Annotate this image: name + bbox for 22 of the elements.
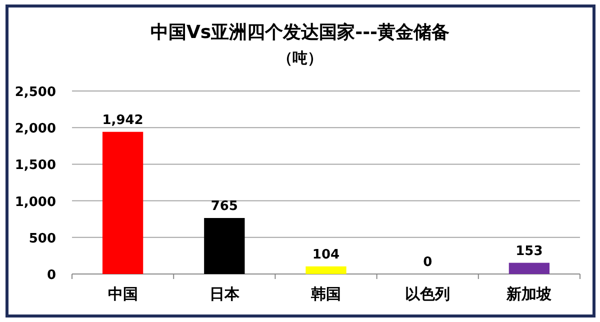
bar [306,266,346,274]
y-tick-label: 500 [28,231,56,246]
data-label: 0 [423,255,432,270]
data-label: 104 [312,247,340,262]
data-label: 153 [516,244,543,259]
x-tick-label: 日本 [209,285,240,303]
chart-title: 中国Vs亚洲四个发达国家---黄金储备 [150,22,450,43]
bar [204,218,245,274]
bar [508,262,550,274]
y-tick-label: 1,000 [14,194,56,210]
x-tick-label: 新加坡 [506,285,553,303]
x-tick-label: 以色列 [405,285,450,303]
data-label: 765 [210,199,238,214]
chart-subtitle: （吨） [278,49,322,67]
y-tick-label: 0 [46,268,56,283]
x-tick-label: 韩国 [310,285,341,303]
bar [102,132,144,274]
y-tick-label: 1,500 [14,158,56,174]
y-tick-label: 2,000 [14,122,56,137]
x-tick-label: 中国 [108,285,138,303]
data-label: 1,942 [102,112,144,128]
y-tick-label: 2,500 [14,85,56,100]
